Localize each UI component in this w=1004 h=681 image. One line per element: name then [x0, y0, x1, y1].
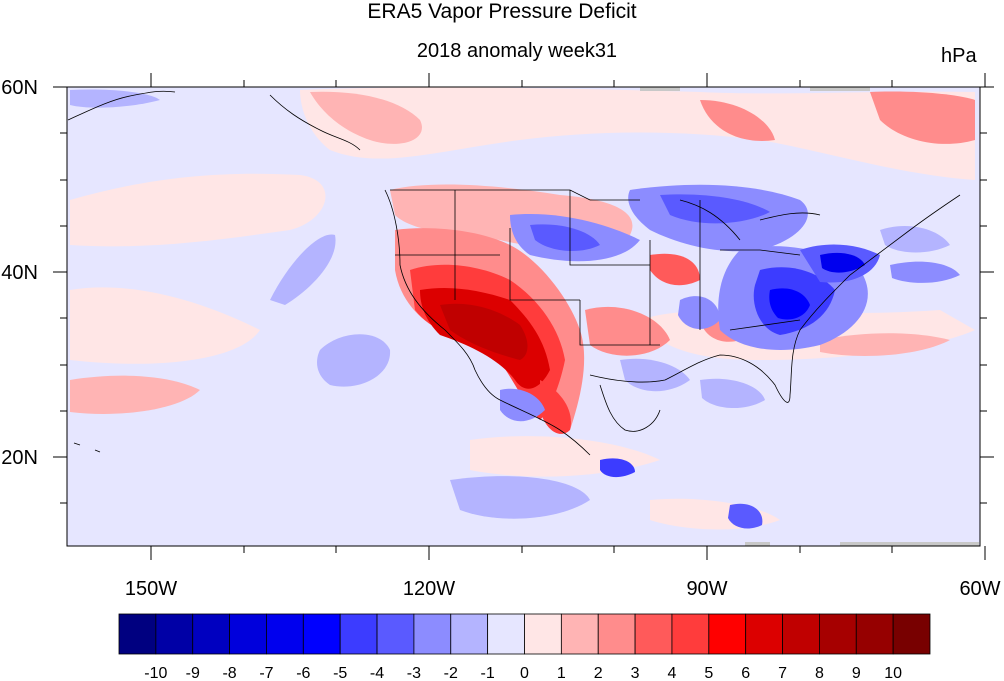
colorbar-label: 3: [631, 665, 640, 681]
colorbar-swatch: [413, 613, 452, 655]
colorbar-label: -4: [370, 665, 384, 681]
colorbar-label: -9: [186, 665, 200, 681]
colorbar-swatch: [708, 613, 747, 655]
map-title: ERA5 Vapor Pressure Deficit: [367, 0, 637, 23]
lon-label-150w: 150W: [125, 578, 177, 600]
map-subtitle: 2018 anomaly week31: [416, 40, 618, 62]
units-label: hPa: [941, 45, 977, 67]
axis-ticks: [53, 73, 994, 560]
colorbar-swatch: [192, 613, 230, 655]
colorbar-swatch: [266, 613, 304, 655]
colorbar-label: -7: [259, 665, 273, 681]
anomaly-field: [70, 87, 975, 530]
colorbar-swatch: [782, 613, 820, 655]
colorbar-swatch: [302, 613, 341, 655]
colorbar-label: 7: [778, 665, 787, 681]
colorbar-label: -5: [333, 665, 347, 681]
colorbar-label: -6: [296, 665, 310, 681]
colorbar-swatch: [634, 613, 673, 655]
map-frame: [66, 86, 981, 547]
colorbar-label: 10: [884, 665, 902, 681]
lat-label-40n: 40N: [1, 262, 38, 284]
colorbar-swatch: [155, 613, 194, 655]
colorbar-label: -3: [407, 665, 421, 681]
colorbar-label: 4: [667, 665, 676, 681]
colorbar-label: 9: [852, 665, 861, 681]
colorbar-label: 2: [594, 665, 603, 681]
colorbar-label: -10: [144, 665, 167, 681]
colorbar-swatch: [745, 613, 783, 655]
colorbar-swatch: [487, 613, 525, 655]
colorbar-swatch: [819, 613, 857, 655]
colorbar: [118, 613, 931, 655]
colorbar-label: 0: [520, 665, 529, 681]
colorbar-label: 1: [557, 665, 566, 681]
colorbar-swatch: [892, 613, 931, 655]
colorbar-label: 5: [704, 665, 713, 681]
colorbar-label: -2: [444, 665, 458, 681]
colorbar-swatch: [450, 613, 489, 655]
coastlines: [67, 90, 961, 456]
colorbar-swatch: [855, 613, 894, 655]
colorbar-swatch: [671, 613, 710, 655]
lon-label-90w: 90W: [686, 578, 727, 600]
colorbar-swatch: [597, 613, 636, 655]
colorbar-label: 8: [815, 665, 824, 681]
lat-label-60n: 60N: [1, 77, 38, 99]
colorbar-swatch: [524, 613, 562, 655]
colorbar-swatch: [376, 613, 415, 655]
lon-label-120w: 120W: [403, 578, 455, 600]
colorbar-label: -8: [222, 665, 236, 681]
colorbar-swatch: [339, 613, 378, 655]
colorbar-labels: -10 -9 -8 -7 -6 -5 -4 -3 -2 -1 0 1 2 3 4 5 6 7 8 9 10: [144, 665, 902, 681]
colorbar-label: 6: [741, 665, 750, 681]
colorbar-label: -1: [481, 665, 495, 681]
colorbar-swatch: [560, 613, 599, 655]
colorbar-swatch: [118, 613, 157, 655]
lon-label-60w: 60W: [959, 578, 1000, 600]
colorbar-swatch: [229, 613, 267, 655]
lat-label-20n: 20N: [1, 447, 38, 469]
